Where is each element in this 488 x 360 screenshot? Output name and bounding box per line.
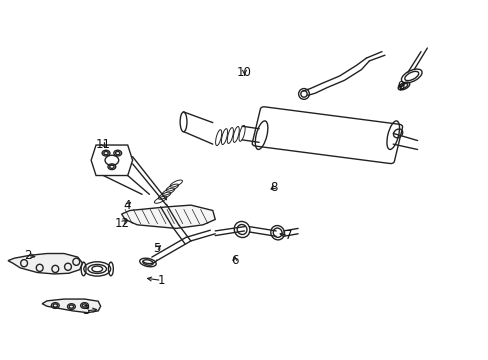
Text: 11: 11 [95,138,110,150]
Polygon shape [8,253,82,274]
Polygon shape [42,299,101,313]
Text: 8: 8 [269,181,277,194]
Ellipse shape [83,262,110,276]
Polygon shape [91,145,132,176]
Text: 2: 2 [24,249,31,262]
Text: 10: 10 [237,66,251,79]
Text: 3: 3 [82,305,89,318]
Text: 9: 9 [396,80,404,93]
Text: 12: 12 [115,216,130,230]
Polygon shape [122,205,215,228]
FancyBboxPatch shape [252,107,402,163]
Text: 1: 1 [158,274,165,287]
Text: 5: 5 [153,242,160,255]
Text: 7: 7 [284,229,291,242]
Text: 6: 6 [230,254,238,267]
Text: 4: 4 [123,199,131,212]
